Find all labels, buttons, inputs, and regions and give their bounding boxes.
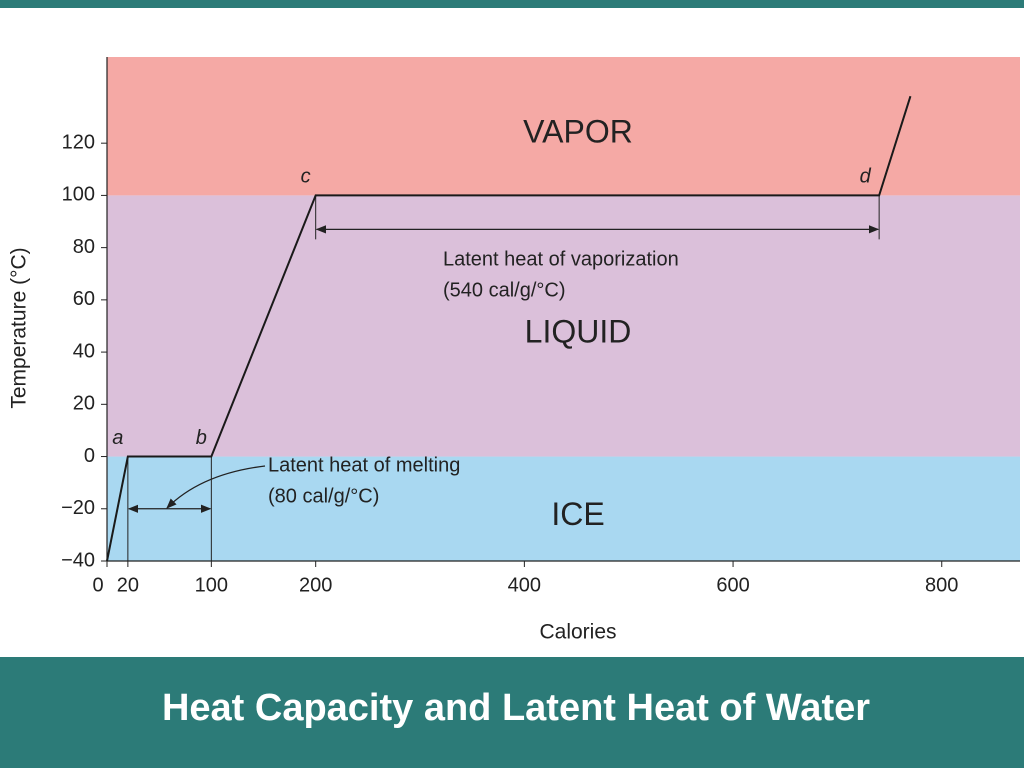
point-label: a [112, 427, 123, 449]
x-tick-label: 100 [195, 574, 228, 596]
annotation-text: Latent heat of melting [268, 454, 460, 476]
y-tick-label: 120 [62, 131, 95, 153]
annotation-text: (80 cal/g/°C) [268, 485, 379, 507]
x-tick-label: 0 [92, 574, 103, 596]
region [107, 456, 1020, 561]
point-label: d [860, 166, 872, 188]
y-tick-label: −20 [61, 497, 95, 519]
region [107, 57, 1020, 196]
annotation-text: Latent heat of vaporization [443, 248, 679, 270]
point-label: b [196, 427, 207, 449]
x-tick-label: 200 [299, 574, 332, 596]
y-tick-label: 60 [73, 288, 95, 310]
slide-title: Heat Capacity and Latent Heat of Water [162, 687, 870, 729]
y-tick-label: 40 [73, 340, 95, 362]
x-axis-label: Calories [539, 621, 616, 644]
annotation-pointer [166, 465, 266, 509]
footer-band [0, 657, 1024, 768]
y-tick-label: 100 [62, 184, 95, 206]
x-tick-label: 400 [508, 574, 541, 596]
heating-curve [106, 95, 912, 562]
x-tick-label: 800 [925, 574, 958, 596]
annotation-text: (540 cal/g/°C) [443, 279, 566, 301]
top-band [0, 0, 1024, 8]
region-label: LIQUID [525, 313, 632, 349]
y-tick-label: 0 [84, 445, 95, 467]
point-label: c [301, 166, 311, 188]
y-tick-label: 80 [73, 236, 95, 258]
region-label: VAPOR [523, 114, 633, 150]
y-tick-label: 20 [73, 393, 95, 415]
x-tick-label: 600 [716, 574, 749, 596]
y-tick-label: −40 [61, 549, 95, 571]
y-axis-label: Temperature (°C) [8, 247, 31, 408]
region-label: ICE [551, 496, 604, 532]
region [107, 195, 1020, 457]
x-tick-label: 20 [117, 574, 139, 596]
